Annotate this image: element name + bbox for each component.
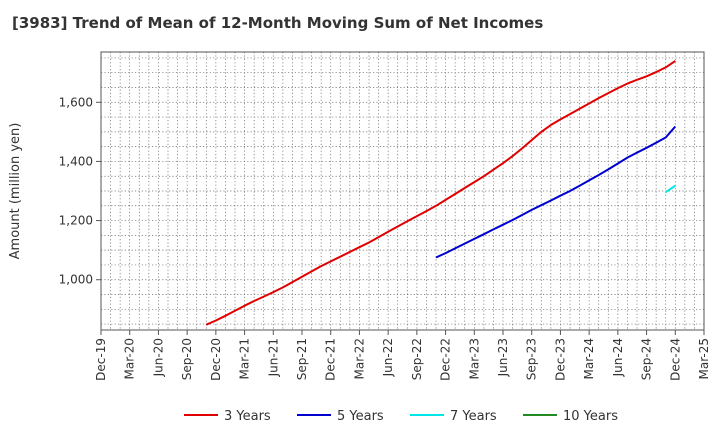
legend-label: 7 Years xyxy=(450,409,497,424)
legend-label: 10 Years xyxy=(563,409,618,424)
x-tick-label: Dec-19 xyxy=(94,338,108,381)
x-tick-label: Dec-20 xyxy=(209,338,223,381)
legend-label: 5 Years xyxy=(337,409,384,424)
y-tick-label: 1,200 xyxy=(59,214,93,228)
x-tick-label: Jun-22 xyxy=(381,338,395,377)
y-tick-label: 1,400 xyxy=(59,154,93,168)
legend-label: 3 Years xyxy=(224,409,271,424)
x-tick-label: Mar-24 xyxy=(582,338,596,379)
x-tick-label: Mar-21 xyxy=(238,338,252,379)
series-line-7-years xyxy=(665,184,676,194)
x-tick-label: Jun-23 xyxy=(496,338,510,377)
series-line-5-years xyxy=(435,125,677,259)
y-axis-title: Amount (million yen) xyxy=(8,123,23,260)
x-tick-label: Mar-20 xyxy=(123,338,137,379)
x-tick-label: Sep-23 xyxy=(525,338,539,380)
x-tick-label: Jun-21 xyxy=(266,338,280,377)
y-tick-label: 1,600 xyxy=(59,95,93,109)
series-line-3-years xyxy=(205,60,676,326)
chart-title: [3983] Trend of Mean of 12-Month Moving … xyxy=(12,14,544,32)
x-tick-label: Dec-24 xyxy=(668,338,682,381)
x-tick-label: Jun-24 xyxy=(611,338,625,377)
x-tick-label: Dec-23 xyxy=(553,338,567,381)
plot-area-frame xyxy=(100,51,705,331)
x-tick-label: Dec-21 xyxy=(324,338,338,381)
x-tick-label: Dec-22 xyxy=(439,338,453,381)
x-tick-label: Mar-23 xyxy=(467,338,481,379)
y-tick-label: 1,000 xyxy=(59,273,93,287)
x-tick-label: Mar-25 xyxy=(697,338,711,379)
x-tick-label: Jun-20 xyxy=(151,338,165,377)
x-tick-label: Mar-22 xyxy=(352,338,366,379)
x-tick-label: Sep-24 xyxy=(640,338,654,380)
x-tick-label: Sep-21 xyxy=(295,338,309,380)
x-tick-label: Sep-22 xyxy=(410,338,424,380)
x-tick-label: Sep-20 xyxy=(180,338,194,380)
